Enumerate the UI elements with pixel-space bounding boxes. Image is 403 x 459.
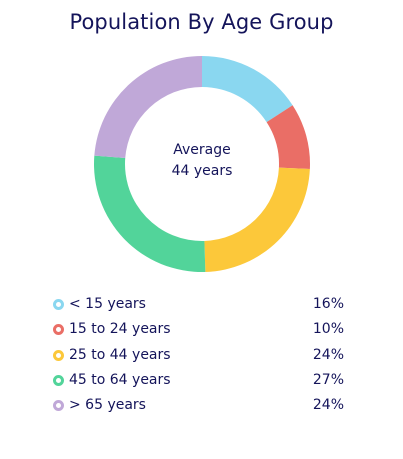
donut-slice-4 [94,56,202,159]
donut-slice-1 [266,105,310,170]
legend-label: > 65 years [69,397,146,414]
legend-label: 25 to 44 years [69,346,171,363]
donut-slice-3 [94,155,206,273]
legend-marker-icon [53,400,64,412]
legend-value: 24% [312,397,344,414]
legend-value: 10% [312,321,344,338]
legend-value: 16% [312,296,344,312]
chart-legend: < 15 years 16% 15 to 24 years 10% 25 to 44 y… [52,294,348,420]
legend-item: < 15 years 16% [52,294,348,319]
legend-item: 25 to 44 years 24% [52,345,348,370]
legend-marker-icon [53,349,64,361]
legend-item: 45 to 64 years 27% [52,370,348,395]
legend-item: 15 to 24 years 10% [52,319,348,344]
chart-title: Population By Age Group [69,10,334,34]
donut-slice-2 [204,167,310,272]
legend-marker-icon [53,324,64,336]
donut-chart: Average 44 years [88,50,316,278]
legend-marker-icon [53,299,64,310]
legend-item: > 65 years 24% [52,395,348,420]
donut-slice-0 [202,56,293,123]
donut-chart-svg [94,56,310,273]
legend-value: 24% [312,346,344,363]
donut-center-label: Average 44 years [152,140,252,182]
legend-label: 15 to 24 years [69,321,171,338]
center-label-average: Average [173,142,231,158]
legend-value: 27% [312,371,344,388]
center-label-value: 44 years [171,163,233,179]
legend-marker-icon [53,374,64,386]
legend-label: < 15 years [69,296,146,312]
legend-label: 45 to 64 years [69,371,171,388]
